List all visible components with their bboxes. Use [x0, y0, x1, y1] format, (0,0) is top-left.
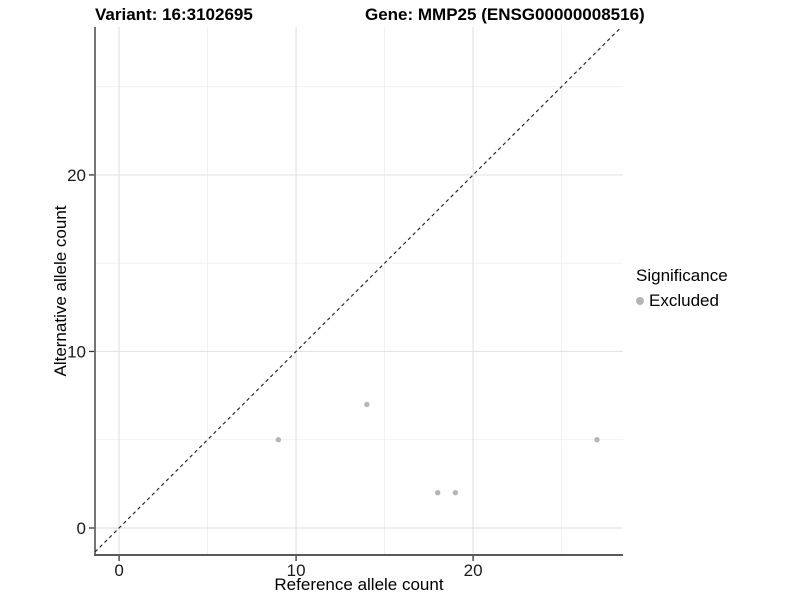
data-point [364, 401, 370, 408]
plot-title-variant: Variant: 16:3102695 [95, 5, 253, 24]
data-point [594, 437, 600, 443]
identity-dashed-line [94, 26, 622, 553]
y-tick-label: 10 [67, 342, 86, 361]
legend-item-label: Excluded [649, 291, 719, 310]
x-axis-title: Reference allele count [274, 575, 444, 594]
y-tick-label: 0 [77, 519, 86, 538]
legend-item-excluded: Excluded [636, 291, 796, 311]
data-point [275, 437, 282, 443]
y-tick-label: 20 [67, 166, 86, 185]
data-point [434, 489, 441, 496]
x-tick-label: 0 [114, 561, 123, 580]
x-tick-label: 20 [464, 561, 483, 580]
legend: Significance Excluded [636, 266, 796, 311]
y-axis-title: Alternative allele count [51, 205, 70, 377]
x-tick-label: 10 [287, 561, 306, 580]
data-point [452, 489, 459, 496]
legend-marker-circle-icon [636, 297, 644, 305]
plot-title-gene: Gene: MMP25 (ENSG00000008516) [365, 5, 645, 24]
legend-title: Significance [636, 266, 728, 285]
